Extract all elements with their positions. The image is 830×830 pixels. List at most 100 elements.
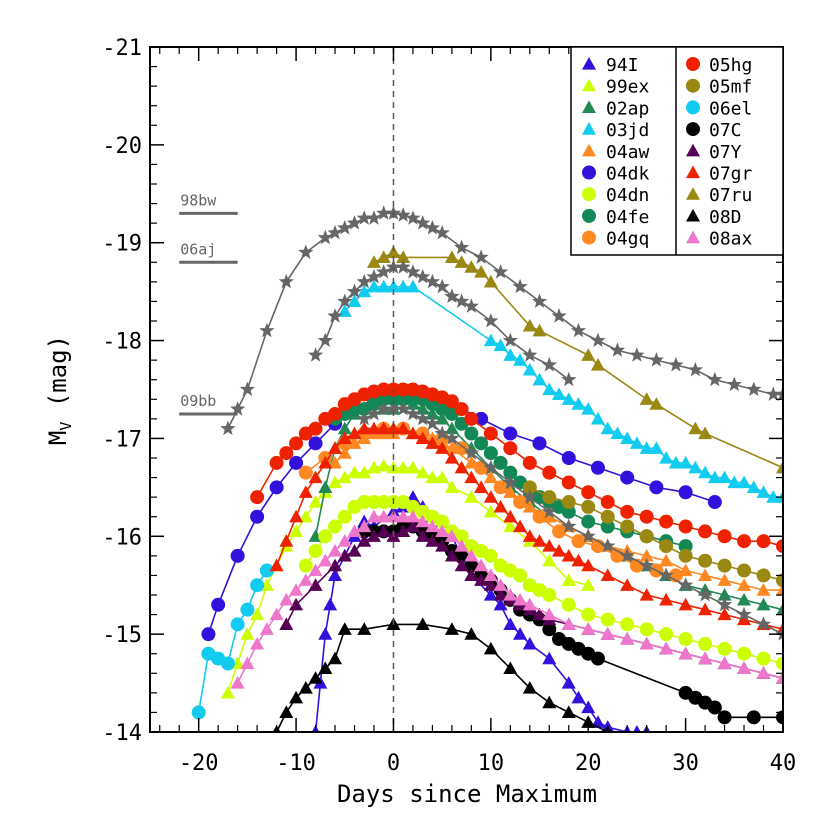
data-point-comparison (424, 273, 440, 289)
data-point-08d (522, 680, 537, 694)
data-point-05mf (717, 558, 732, 573)
legend-box (570, 46, 784, 256)
data-point-04dn (561, 597, 576, 612)
y-axis-label-unit: (mag) (44, 335, 72, 422)
data-point-08ax (250, 636, 265, 650)
data-point-99ex (444, 480, 459, 493)
x-tick-label: 0 (387, 751, 400, 776)
data-point-03jd (493, 338, 508, 352)
data-point-05mf (776, 573, 783, 588)
data-point-07y (444, 548, 459, 562)
legend-entry-04gq: 04gq (582, 229, 649, 250)
data-point-08ax (620, 632, 635, 645)
data-point-comparison (648, 352, 664, 367)
data-point-07ru (444, 250, 459, 263)
data-point-99ex (405, 460, 420, 474)
data-point-99ex (328, 475, 343, 489)
data-point-comparison (415, 215, 431, 230)
data-point-comparison (551, 308, 567, 323)
data-point-05hg (376, 382, 391, 397)
data-point-08d (357, 622, 372, 635)
data-point-04dk (308, 436, 323, 451)
data-point-03jd (483, 333, 498, 347)
legend-marker-07c (686, 122, 700, 137)
data-point-03jd (347, 294, 362, 308)
legend-label-07gr: 07gr (709, 164, 753, 185)
data-point-03jd (386, 279, 401, 293)
data-point-05mf (600, 509, 615, 524)
data-point-03jd (532, 372, 547, 386)
data-point-04dk (532, 436, 547, 451)
data-point-08ax (464, 548, 479, 562)
data-point-08ax (376, 509, 391, 523)
data-point-comparison (463, 445, 479, 460)
data-point-99ex (425, 470, 440, 484)
data-point-04dk (620, 470, 635, 485)
data-point-07ru (396, 250, 411, 263)
data-point-04dk (503, 426, 518, 441)
data-point-02ap (318, 480, 333, 493)
data-point-04dn (542, 588, 557, 602)
data-point-comparison (327, 224, 343, 240)
legend-label-03jd: 03jd (606, 120, 649, 141)
data-point-99ex (483, 504, 498, 518)
legend-marker-04gq (582, 230, 596, 245)
data-point-07gr (571, 553, 586, 567)
data-point-comparison (356, 273, 372, 289)
data-point-comparison (230, 401, 246, 416)
data-point-07c (717, 710, 732, 725)
data-point-04aw (737, 578, 752, 591)
data-point-comparison (434, 224, 450, 240)
data-point-comparison (600, 538, 616, 553)
data-point-08ax (493, 578, 508, 591)
data-point-05hg (600, 495, 615, 510)
legend-marker-04dn (582, 187, 596, 202)
data-point-08ax (717, 656, 732, 670)
data-point-comparison (697, 587, 713, 602)
data-point-07ru (532, 323, 547, 337)
data-point-04fe (581, 514, 596, 529)
data-point-07y (435, 539, 450, 552)
data-point-03jd (688, 460, 703, 474)
legend-entry-05hg: 05hg (686, 55, 752, 76)
data-point-08ax (415, 514, 430, 528)
data-point-99ex (376, 458, 391, 472)
data-point-06el (230, 617, 245, 632)
data-point-comparison (444, 430, 460, 445)
data-point-comparison (434, 425, 450, 440)
data-point-08ax (776, 671, 783, 684)
data-point-08d (483, 641, 498, 655)
data-point-07y (396, 524, 411, 537)
data-point-07gr (493, 499, 508, 513)
data-point-06el (220, 656, 235, 671)
data-point-04dk (649, 480, 664, 495)
data-point-comparison (444, 288, 460, 303)
data-point-07gr (513, 519, 528, 533)
y-tick-label: -15 (102, 623, 142, 648)
data-point-08ax (405, 509, 420, 523)
data-point-comparison (385, 401, 402, 416)
plot-frame (149, 46, 784, 733)
data-point-07gr (386, 421, 401, 435)
data-point-08ax (279, 592, 294, 606)
data-point-04dn (318, 529, 333, 544)
data-point-comparison (707, 371, 723, 387)
data-point-comparison (356, 410, 372, 426)
data-point-07gr (328, 441, 343, 454)
data-point-comparison (298, 244, 314, 259)
data-point-99ex (357, 465, 372, 479)
data-point-94i (571, 690, 586, 704)
series-08ax-17 (230, 509, 783, 689)
data-point-07y (454, 558, 469, 572)
data-point-08d (308, 671, 323, 684)
legend-marker-02ap (582, 100, 596, 113)
data-point-04dn (756, 651, 771, 666)
legend-marker-06el (686, 100, 700, 115)
data-point-94i (323, 597, 338, 611)
data-point-comparison (629, 347, 645, 362)
data-point-07gr (639, 588, 654, 601)
data-point-05hg (503, 441, 518, 456)
legend-entry-08d: 08D (686, 207, 742, 228)
data-point-04fe (483, 446, 498, 461)
